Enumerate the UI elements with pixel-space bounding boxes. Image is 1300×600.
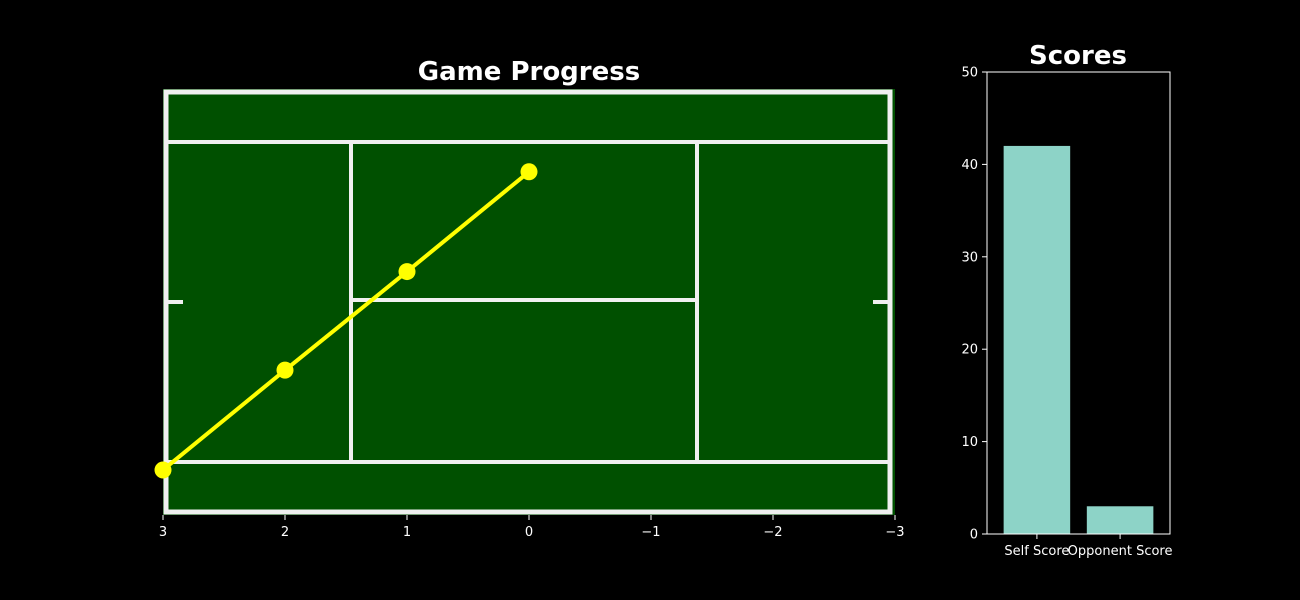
bar-opponent-score <box>1086 506 1154 534</box>
bar-self-score <box>1003 145 1071 535</box>
data-point <box>276 361 294 379</box>
x-tick-label: 0 <box>525 525 533 540</box>
game-progress-x-axis: 3 2 1 0 −1 −2 −3 <box>159 515 905 540</box>
series-line <box>161 170 531 472</box>
x-tick-label: 3 <box>159 525 167 540</box>
category-label: Self Score <box>1004 544 1069 559</box>
scores-axes-frame <box>986 71 1171 535</box>
scores-title: Scores <box>1029 41 1127 71</box>
data-point <box>520 163 538 181</box>
data-point <box>398 263 416 281</box>
x-tick-label: −2 <box>763 525 782 540</box>
y-tick-label: 30 <box>961 250 978 265</box>
category-label: Opponent Score <box>1068 544 1173 559</box>
y-tick-label: 0 <box>970 528 978 543</box>
tennis-court-image <box>163 89 895 515</box>
y-tick-label: 40 <box>961 158 978 173</box>
x-tick-label: 2 <box>281 525 289 540</box>
game-progress-panel: Game Progress 3 2 1 0 −1 −2 −3 <box>154 57 905 540</box>
x-tick-label: −3 <box>885 525 904 540</box>
y-tick-label: 10 <box>961 435 978 450</box>
y-tick-label: 50 <box>961 66 978 81</box>
scores-y-axis: 0 10 20 30 40 50 <box>961 66 987 543</box>
scores-bars <box>1003 145 1154 535</box>
data-point <box>154 461 172 479</box>
game-progress-title: Game Progress <box>418 57 640 87</box>
x-tick-label: −1 <box>641 525 660 540</box>
y-tick-label: 20 <box>961 343 978 358</box>
x-tick-label: 1 <box>403 525 411 540</box>
game-progress-series <box>154 163 538 479</box>
